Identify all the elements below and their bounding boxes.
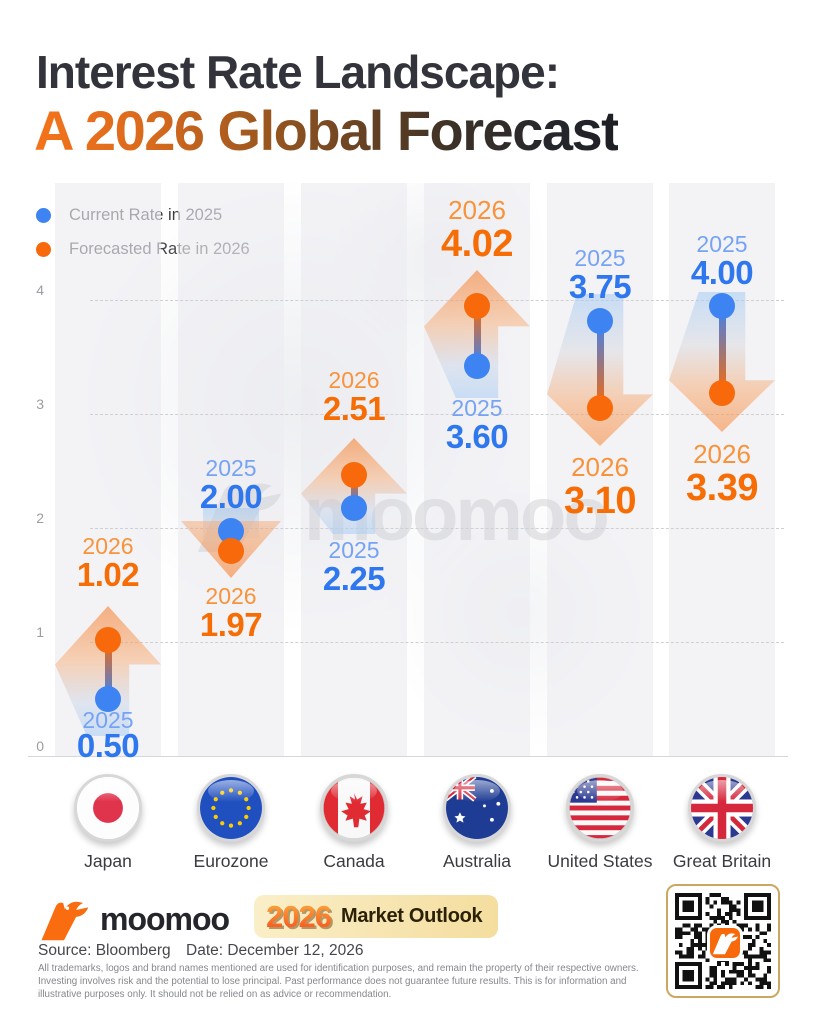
page-title-line1: Interest Rate Landscape: xyxy=(36,46,560,98)
date-text: Date: December 12, 2026 xyxy=(186,942,364,959)
moomoo-logo: moomoo xyxy=(36,897,230,942)
y-tick-0: 0 xyxy=(36,738,44,754)
japan-flag-icon xyxy=(74,774,142,842)
australia-forecast-label: 2026 4.02 xyxy=(441,195,513,265)
gridline-3 xyxy=(90,414,784,415)
moomoo-bull-icon xyxy=(41,901,89,941)
moomoo-wordmark: moomoo xyxy=(100,901,230,937)
us-2026-dot xyxy=(587,395,613,421)
gridline-1 xyxy=(90,642,784,643)
badge-year: 2026 xyxy=(266,898,332,934)
gb-2025-dot xyxy=(709,293,735,319)
gridline-4 xyxy=(90,300,784,301)
y-tick-3: 3 xyxy=(36,396,44,412)
eurozone-forecast-label: 2026 1.97 xyxy=(199,583,263,643)
us-2025-dot xyxy=(587,308,613,334)
qr-center-logo-icon xyxy=(710,928,740,958)
australia-connector xyxy=(474,306,481,366)
gridline-2 xyxy=(90,528,784,529)
country-label-japan: Japan xyxy=(84,851,132,871)
australia-flag-icon xyxy=(443,774,511,842)
country-label-canada: Canada xyxy=(323,851,385,871)
eurozone-2026-dot xyxy=(218,538,244,564)
country-label-great-britain: Great Britain xyxy=(672,851,772,871)
japan-2025-dot xyxy=(95,686,121,712)
badge-label: Market Outlook xyxy=(340,905,483,927)
us-current-label: 2025 3.75 xyxy=(568,245,632,305)
us-connector xyxy=(597,321,604,408)
country-label-united-states: United States xyxy=(547,851,653,871)
eurozone-current-label: 2025 2.00 xyxy=(199,455,263,515)
canada-current-label: 2025 2.25 xyxy=(322,537,386,597)
us-forecast-label: 2026 3.10 xyxy=(564,452,636,522)
gb-current-label: 2025 4.00 xyxy=(690,231,754,291)
japan-current-label: 2025 0.50 xyxy=(76,707,140,764)
market-outlook-badge: 2026 Market Outlook xyxy=(254,895,498,938)
column-band-great-britain xyxy=(669,183,775,757)
country-label-australia: Australia xyxy=(442,851,512,871)
canada-2025-dot xyxy=(341,495,367,521)
column-band-eurozone xyxy=(178,183,284,757)
gb-flag-icon xyxy=(688,774,756,842)
country-label-eurozone: Eurozone xyxy=(193,851,269,871)
disclaimer-text: All trademarks, logos and brand names me… xyxy=(38,963,639,1000)
canada-flag-icon xyxy=(320,774,388,842)
y-tick-2: 2 xyxy=(36,510,44,526)
japan-connector xyxy=(105,640,112,699)
canada-forecast-label: 2026 2.51 xyxy=(322,367,386,427)
column-band-united-states xyxy=(547,183,653,757)
australia-current-label: 2025 3.60 xyxy=(445,395,509,455)
eurozone-flag-icon xyxy=(197,774,265,842)
gb-forecast-label: 2026 3.39 xyxy=(686,439,758,509)
baseline-axis xyxy=(28,756,788,757)
gb-connector xyxy=(719,306,726,393)
japan-2026-dot xyxy=(95,627,121,653)
column-band-australia xyxy=(424,183,530,757)
japan-forecast-label: 2026 1.02 xyxy=(76,533,140,593)
us-flag-icon xyxy=(566,774,634,842)
australia-2026-dot xyxy=(464,293,490,319)
page-title-line2: A 2026 Global Forecast xyxy=(34,99,620,162)
qr-code xyxy=(666,884,780,998)
y-tick-1: 1 xyxy=(36,624,44,640)
source-text: Source: Bloomberg xyxy=(38,942,171,959)
canada-2026-dot xyxy=(341,462,367,488)
australia-2025-dot xyxy=(464,353,490,379)
canada-connector xyxy=(351,475,358,508)
gb-2026-dot xyxy=(709,380,735,406)
y-tick-4: 4 xyxy=(36,282,44,298)
